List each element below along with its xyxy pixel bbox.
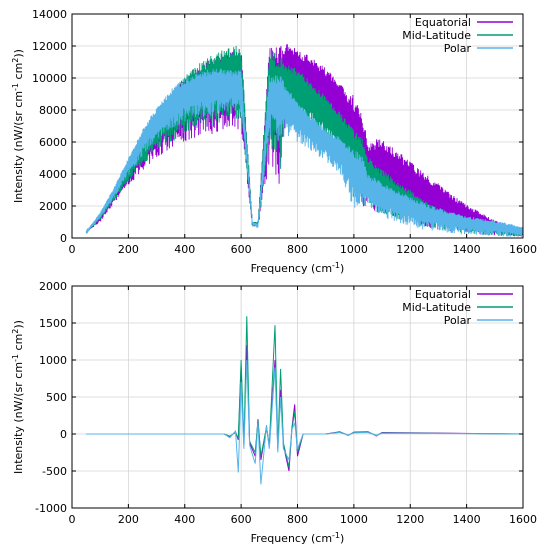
series-line-polar bbox=[86, 359, 523, 485]
y-axis-label: Intensity (nW/(sr cm-1 cm2)) bbox=[11, 320, 25, 474]
series-line-polar bbox=[85, 68, 523, 237]
y-tick-label: 6000 bbox=[39, 136, 67, 149]
legend-label: Polar bbox=[444, 314, 472, 327]
x-tick-label: 400 bbox=[174, 513, 195, 526]
y-tick-label: 1000 bbox=[39, 354, 67, 367]
x-tick-label: 1000 bbox=[340, 513, 368, 526]
top-chart-spectra: 0 200 400 600 800 1000 1200 1400 1600 0 2000 4000 60… bbox=[11, 8, 537, 275]
x-tick-label: 1200 bbox=[396, 513, 424, 526]
legend-label: Mid-Latitude bbox=[402, 301, 471, 314]
x-axis-label: Frequency (cm-1) bbox=[251, 531, 345, 545]
x-tick-label: 200 bbox=[118, 513, 139, 526]
bottom-chart-differences: 0 200 400 600 800 1000 1200 1400 1600 -1000 -500 0 5… bbox=[11, 280, 537, 545]
x-tick-label: 1400 bbox=[453, 513, 481, 526]
y-tick-label: 4000 bbox=[39, 168, 67, 181]
y-tick-label: 1500 bbox=[39, 317, 67, 330]
legend-label: Mid-Latitude bbox=[402, 29, 471, 42]
x-tick-label: 1600 bbox=[509, 513, 537, 526]
x-tick-label: 400 bbox=[174, 243, 195, 256]
x-tick-label: 1600 bbox=[509, 243, 537, 256]
x-tick-label: 200 bbox=[118, 243, 139, 256]
y-tick-label: 10000 bbox=[32, 72, 67, 85]
y-tick-label: 12000 bbox=[32, 40, 67, 53]
x-axis-label: Frequency (cm-1) bbox=[251, 261, 345, 275]
y-tick-label: -1000 bbox=[35, 502, 67, 515]
series-line-equatorial bbox=[86, 345, 523, 472]
x-tick-label: 800 bbox=[287, 513, 308, 526]
x-tick-label: 600 bbox=[231, 513, 252, 526]
legend-label: Equatorial bbox=[415, 16, 471, 29]
plot-area bbox=[86, 316, 523, 485]
x-tick-label: 1000 bbox=[340, 243, 368, 256]
legend-label: Equatorial bbox=[415, 288, 471, 301]
x-tick-label: 600 bbox=[231, 243, 252, 256]
x-tick-label: 0 bbox=[69, 513, 76, 526]
y-tick-label: 500 bbox=[46, 391, 67, 404]
y-tick-label: 8000 bbox=[39, 104, 67, 117]
y-axis-label: Intensity (nW/(sr cm-1 cm2)) bbox=[11, 49, 25, 203]
x-tick-label: 1400 bbox=[453, 243, 481, 256]
y-tick-label: 0 bbox=[60, 428, 67, 441]
x-tick-label: 1200 bbox=[396, 243, 424, 256]
plot-area bbox=[85, 44, 523, 237]
legend-label: Polar bbox=[444, 42, 472, 55]
series-line-mid-latitude bbox=[86, 316, 523, 468]
y-tick-label: 14000 bbox=[32, 8, 67, 21]
y-tick-label: -500 bbox=[42, 465, 67, 478]
x-tick-label: 800 bbox=[287, 243, 308, 256]
y-tick-label: 0 bbox=[60, 232, 67, 245]
y-tick-label: 2000 bbox=[39, 200, 67, 213]
x-tick-label: 0 bbox=[69, 243, 76, 256]
y-tick-label: 2000 bbox=[39, 280, 67, 293]
